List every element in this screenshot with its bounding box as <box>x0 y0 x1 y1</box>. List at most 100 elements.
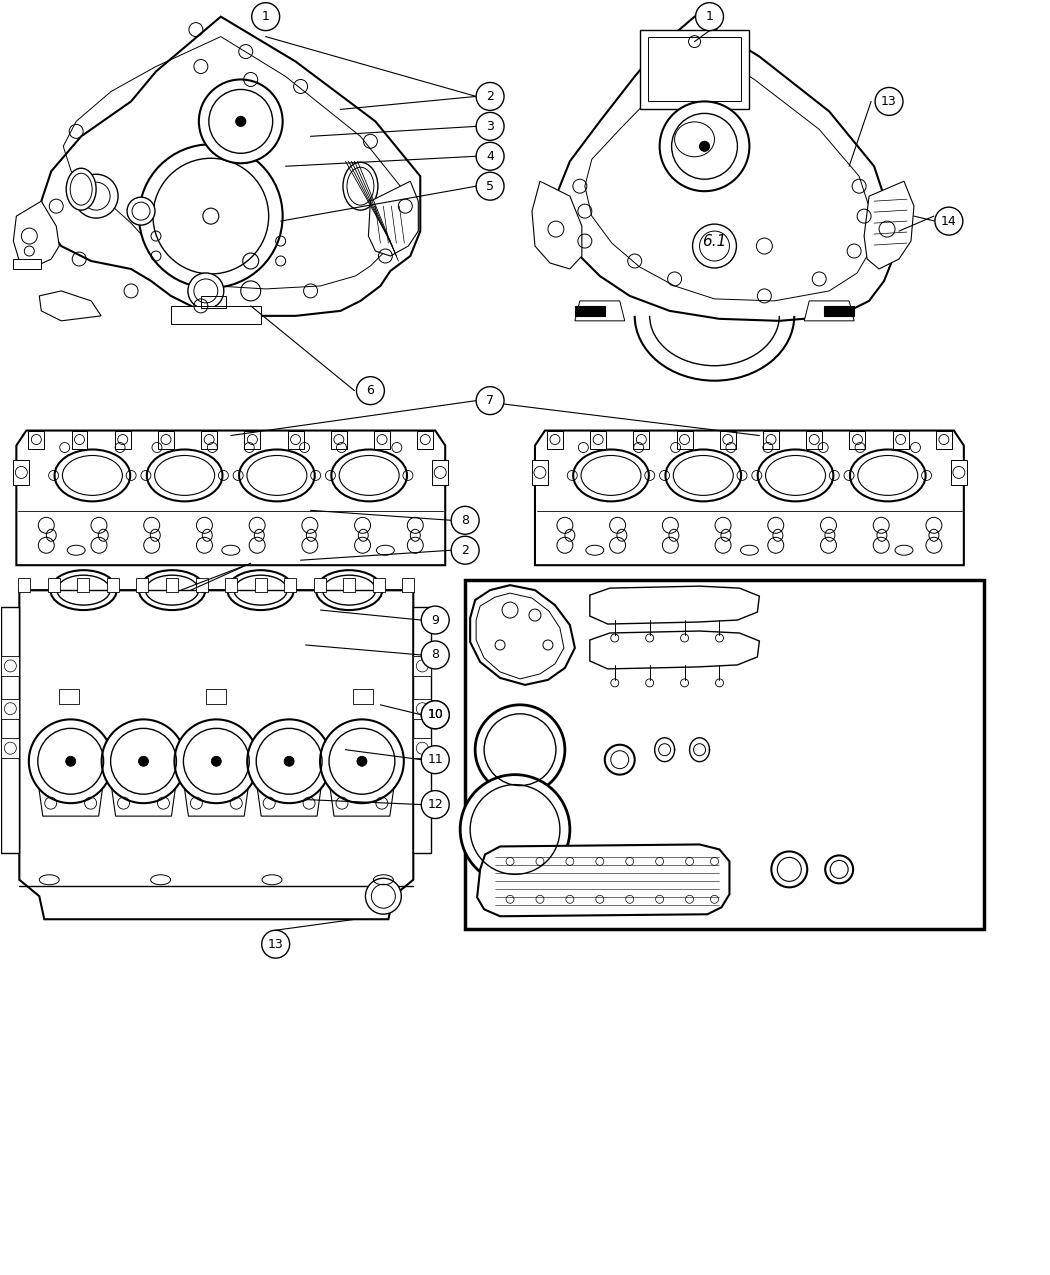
Ellipse shape <box>573 450 649 501</box>
Circle shape <box>476 143 504 171</box>
Bar <box>14 259 41 269</box>
Bar <box>824 306 854 316</box>
Polygon shape <box>17 431 445 565</box>
Bar <box>18 578 30 592</box>
Text: 14: 14 <box>941 214 957 228</box>
Polygon shape <box>558 17 894 321</box>
Ellipse shape <box>50 570 117 609</box>
Polygon shape <box>1 607 19 853</box>
Circle shape <box>476 705 565 794</box>
Circle shape <box>174 719 258 803</box>
Text: 12: 12 <box>427 798 443 811</box>
Bar <box>417 431 434 449</box>
Circle shape <box>421 701 449 729</box>
Bar <box>225 578 237 592</box>
Bar <box>414 699 432 719</box>
Circle shape <box>421 746 449 774</box>
Ellipse shape <box>66 168 97 210</box>
Circle shape <box>28 719 112 803</box>
Circle shape <box>476 386 504 414</box>
Bar <box>288 431 303 449</box>
Circle shape <box>320 719 404 803</box>
Bar <box>402 578 415 592</box>
Circle shape <box>875 88 903 115</box>
Bar <box>849 431 865 449</box>
Polygon shape <box>414 607 432 853</box>
Bar <box>1 738 19 759</box>
Bar <box>374 431 390 449</box>
Circle shape <box>66 756 76 766</box>
Circle shape <box>127 198 155 226</box>
Bar <box>343 578 355 592</box>
Ellipse shape <box>316 570 382 609</box>
Circle shape <box>421 701 449 729</box>
Bar <box>936 431 952 449</box>
Bar <box>639 29 750 110</box>
Circle shape <box>476 172 504 200</box>
Bar <box>433 460 448 486</box>
Polygon shape <box>36 766 106 816</box>
Circle shape <box>695 3 723 31</box>
Bar <box>78 578 89 592</box>
Ellipse shape <box>228 570 294 609</box>
Circle shape <box>699 142 710 152</box>
Polygon shape <box>254 766 324 816</box>
Text: 2: 2 <box>461 543 469 557</box>
Bar <box>202 431 217 449</box>
Bar <box>414 655 432 676</box>
Bar <box>28 431 44 449</box>
Text: 4: 4 <box>486 149 495 163</box>
Ellipse shape <box>55 450 130 501</box>
Circle shape <box>357 756 366 766</box>
Bar <box>107 578 119 592</box>
Bar <box>806 431 822 449</box>
Polygon shape <box>864 181 914 269</box>
Bar <box>414 738 432 759</box>
Circle shape <box>452 506 479 534</box>
Circle shape <box>659 102 750 191</box>
Bar <box>892 431 908 449</box>
Bar <box>633 431 649 449</box>
Ellipse shape <box>139 570 205 609</box>
Circle shape <box>188 273 224 309</box>
Circle shape <box>421 641 449 669</box>
Bar <box>114 431 130 449</box>
Polygon shape <box>477 844 730 917</box>
Polygon shape <box>804 301 854 321</box>
Bar <box>574 306 605 316</box>
Text: 8: 8 <box>432 649 439 662</box>
Bar <box>201 296 226 307</box>
Bar <box>158 431 174 449</box>
Text: 1: 1 <box>706 10 713 23</box>
Text: 7: 7 <box>486 394 495 407</box>
Circle shape <box>247 719 331 803</box>
Bar <box>590 431 606 449</box>
Polygon shape <box>41 17 420 316</box>
Polygon shape <box>369 181 418 256</box>
Circle shape <box>460 775 570 885</box>
Bar <box>166 578 179 592</box>
Ellipse shape <box>758 450 834 501</box>
Polygon shape <box>182 766 251 816</box>
Circle shape <box>211 756 222 766</box>
Text: 9: 9 <box>432 613 439 626</box>
Circle shape <box>356 376 384 404</box>
Bar <box>71 431 87 449</box>
Bar <box>285 578 296 592</box>
Circle shape <box>261 931 290 958</box>
Text: 13: 13 <box>268 937 284 951</box>
Circle shape <box>198 79 282 163</box>
Circle shape <box>252 3 279 31</box>
Text: 13: 13 <box>881 94 897 108</box>
Circle shape <box>285 756 294 766</box>
Bar <box>195 578 208 592</box>
Bar <box>676 431 693 449</box>
Bar <box>648 37 741 102</box>
Text: 3: 3 <box>486 120 495 133</box>
Circle shape <box>102 719 186 803</box>
Ellipse shape <box>666 450 741 501</box>
Bar <box>373 578 384 592</box>
Bar <box>136 578 148 592</box>
Circle shape <box>421 606 449 634</box>
Ellipse shape <box>343 162 378 210</box>
